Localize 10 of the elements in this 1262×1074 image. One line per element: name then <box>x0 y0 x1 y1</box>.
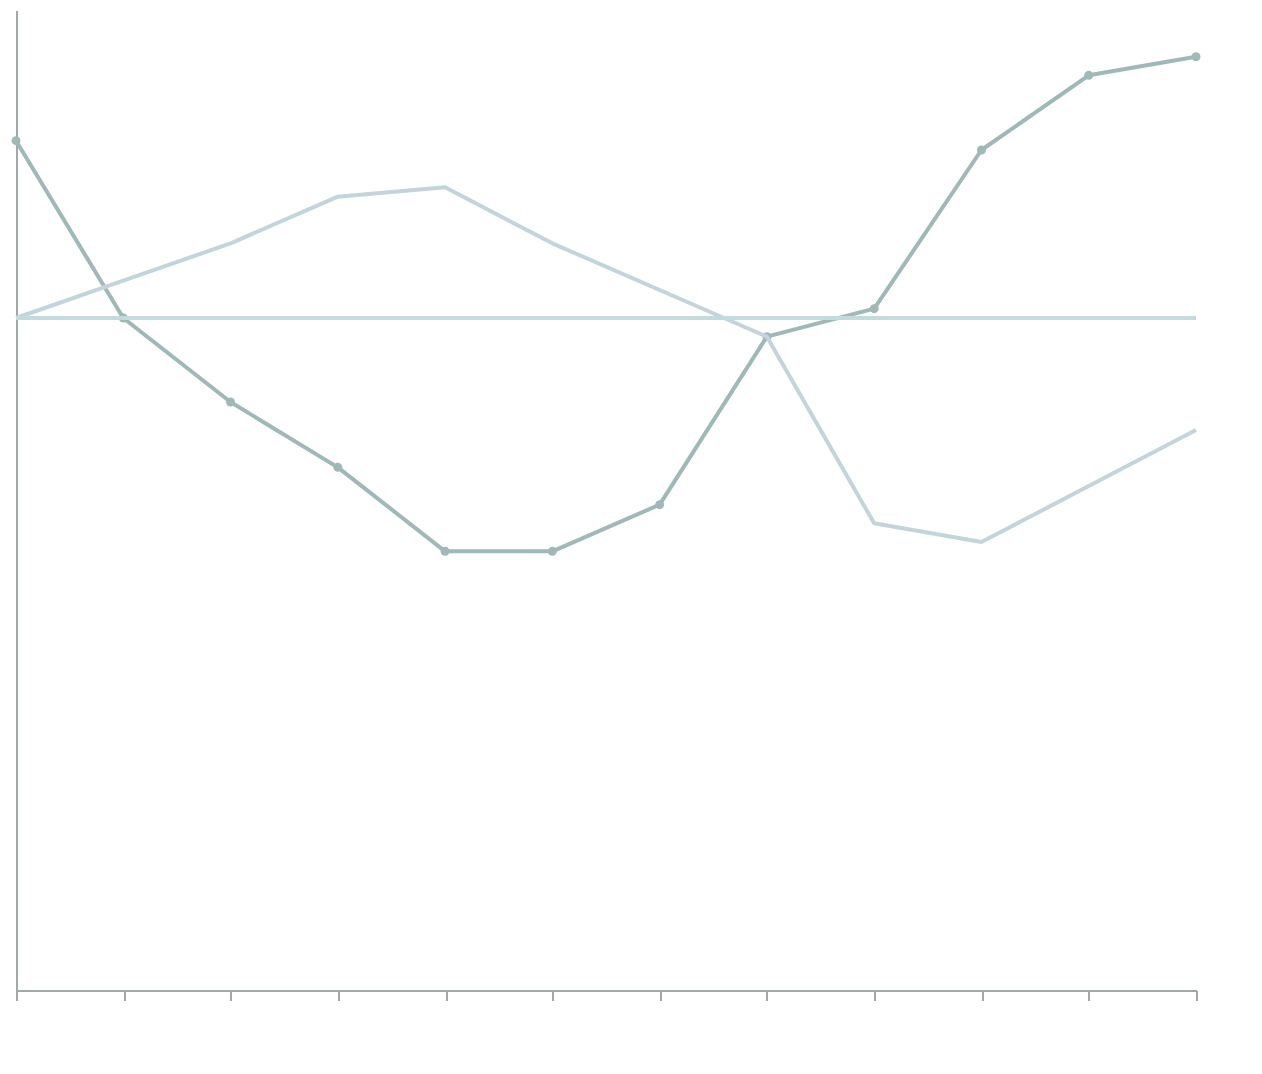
point <box>226 397 236 407</box>
point <box>869 304 879 314</box>
point <box>1084 70 1094 80</box>
point <box>655 500 665 510</box>
point <box>976 145 986 155</box>
point <box>440 546 450 556</box>
point <box>547 546 557 556</box>
point <box>1191 52 1201 62</box>
point <box>11 136 21 146</box>
point <box>333 462 343 472</box>
